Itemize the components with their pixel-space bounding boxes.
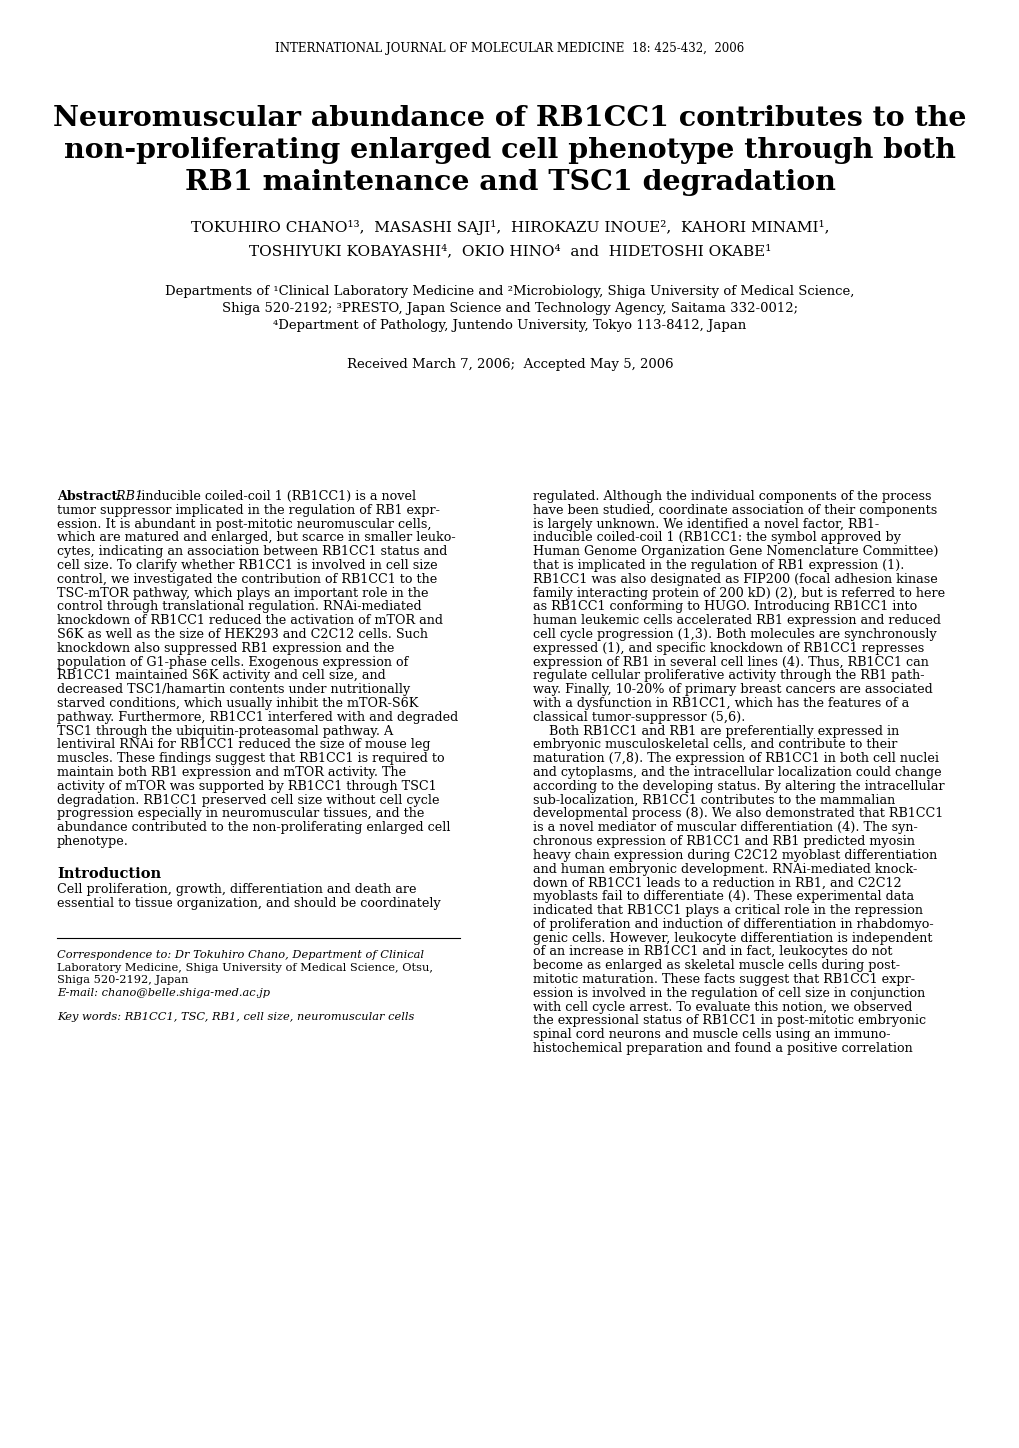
- Text: TSC1 through the ubiquitin-proteasomal pathway. A: TSC1 through the ubiquitin-proteasomal p…: [57, 724, 393, 737]
- Text: classical tumor-suppressor (5,6).: classical tumor-suppressor (5,6).: [533, 711, 745, 724]
- Text: -inducible coiled-coil 1 (RB1CC1) is a novel: -inducible coiled-coil 1 (RB1CC1) is a n…: [137, 489, 416, 502]
- Text: Human Genome Organization Gene Nomenclature Committee): Human Genome Organization Gene Nomenclat…: [533, 546, 937, 557]
- Text: human leukemic cells accelerated RB1 expression and reduced: human leukemic cells accelerated RB1 exp…: [533, 614, 941, 627]
- Text: according to the developing status. By altering the intracellular: according to the developing status. By a…: [533, 780, 944, 794]
- Text: lentiviral RNAi for RB1CC1 reduced the size of mouse leg: lentiviral RNAi for RB1CC1 reduced the s…: [57, 738, 430, 752]
- Text: Received March 7, 2006;  Accepted May 5, 2006: Received March 7, 2006; Accepted May 5, …: [346, 358, 673, 371]
- Text: Key words: RB1CC1, TSC, RB1, cell size, neuromuscular cells: Key words: RB1CC1, TSC, RB1, cell size, …: [57, 1012, 414, 1022]
- Text: cell size. To clarify whether RB1CC1 is involved in cell size: cell size. To clarify whether RB1CC1 is …: [57, 559, 437, 572]
- Text: Introduction: Introduction: [57, 867, 161, 880]
- Text: E-mail: chano@belle.shiga-med.ac.jp: E-mail: chano@belle.shiga-med.ac.jp: [57, 988, 270, 998]
- Text: indicated that RB1CC1 plays a critical role in the repression: indicated that RB1CC1 plays a critical r…: [533, 904, 922, 917]
- Text: RB1CC1 was also designated as FIP200 (focal adhesion kinase: RB1CC1 was also designated as FIP200 (fo…: [533, 573, 936, 586]
- Text: of an increase in RB1CC1 and in fact, leukocytes do not: of an increase in RB1CC1 and in fact, le…: [533, 946, 892, 959]
- Text: population of G1-phase cells. Exogenous expression of: population of G1-phase cells. Exogenous …: [57, 656, 408, 669]
- Text: ⁴Department of Pathology, Juntendo University, Tokyo 113-8412, Japan: ⁴Department of Pathology, Juntendo Unive…: [273, 319, 746, 332]
- Text: way. Finally, 10-20% of primary breast cancers are associated: way. Finally, 10-20% of primary breast c…: [533, 683, 931, 696]
- Text: of proliferation and induction of differentiation in rhabdomyo-: of proliferation and induction of differ…: [533, 918, 932, 931]
- Text: muscles. These findings suggest that RB1CC1 is required to: muscles. These findings suggest that RB1…: [57, 752, 444, 765]
- Text: mitotic maturation. These facts suggest that RB1CC1 expr-: mitotic maturation. These facts suggest …: [533, 973, 914, 986]
- Text: ession. It is abundant in post-mitotic neuromuscular cells,: ession. It is abundant in post-mitotic n…: [57, 517, 431, 530]
- Text: with cell cycle arrest. To evaluate this notion, we observed: with cell cycle arrest. To evaluate this…: [533, 1001, 911, 1014]
- Text: developmental process (8). We also demonstrated that RB1CC1: developmental process (8). We also demon…: [533, 808, 943, 821]
- Text: Abstract.: Abstract.: [57, 489, 121, 502]
- Text: with a dysfunction in RB1CC1, which has the features of a: with a dysfunction in RB1CC1, which has …: [533, 696, 908, 710]
- Text: RB1CC1 maintained S6K activity and cell size, and: RB1CC1 maintained S6K activity and cell …: [57, 669, 385, 682]
- Text: and cytoplasms, and the intracellular localization could change: and cytoplasms, and the intracellular lo…: [533, 766, 941, 779]
- Text: Correspondence to: Dr Tokuhiro Chano, Department of Clinical: Correspondence to: Dr Tokuhiro Chano, De…: [57, 950, 424, 960]
- Text: activity of mTOR was supported by RB1CC1 through TSC1: activity of mTOR was supported by RB1CC1…: [57, 780, 436, 794]
- Text: expressed (1), and specific knockdown of RB1CC1 represses: expressed (1), and specific knockdown of…: [533, 641, 923, 654]
- Text: Shiga 520-2192, Japan: Shiga 520-2192, Japan: [57, 976, 189, 986]
- Text: maturation (7,8). The expression of RB1CC1 in both cell nuclei: maturation (7,8). The expression of RB1C…: [533, 752, 938, 765]
- Text: RB1 maintenance and TSC1 degradation: RB1 maintenance and TSC1 degradation: [184, 169, 835, 195]
- Text: INTERNATIONAL JOURNAL OF MOLECULAR MEDICINE  18: 425-432,  2006: INTERNATIONAL JOURNAL OF MOLECULAR MEDIC…: [275, 42, 744, 55]
- Text: phenotype.: phenotype.: [57, 835, 128, 849]
- Text: is largely unknown. We identified a novel factor, RB1-: is largely unknown. We identified a nove…: [533, 517, 878, 530]
- Text: is a novel mediator of muscular differentiation (4). The syn-: is a novel mediator of muscular differen…: [533, 821, 917, 834]
- Text: heavy chain expression during C2C12 myoblast differentiation: heavy chain expression during C2C12 myob…: [533, 849, 936, 862]
- Text: cytes, indicating an association between RB1CC1 status and: cytes, indicating an association between…: [57, 546, 447, 557]
- Text: regulate cellular proliferative activity through the RB1 path-: regulate cellular proliferative activity…: [533, 669, 923, 682]
- Text: essential to tissue organization, and should be coordinately: essential to tissue organization, and sh…: [57, 896, 440, 909]
- Text: have been studied, coordinate association of their components: have been studied, coordinate associatio…: [533, 504, 936, 517]
- Text: chronous expression of RB1CC1 and RB1 predicted myosin: chronous expression of RB1CC1 and RB1 pr…: [533, 835, 914, 849]
- Text: maintain both RB1 expression and mTOR activity. The: maintain both RB1 expression and mTOR ac…: [57, 766, 406, 779]
- Text: Shiga 520-2192; ³PRESTO, Japan Science and Technology Agency, Saitama 332-0012;: Shiga 520-2192; ³PRESTO, Japan Science a…: [222, 303, 797, 316]
- Text: non-proliferating enlarged cell phenotype through both: non-proliferating enlarged cell phenotyp…: [64, 138, 955, 164]
- Text: embryonic musculoskeletal cells, and contribute to their: embryonic musculoskeletal cells, and con…: [533, 738, 897, 752]
- Text: Cell proliferation, growth, differentiation and death are: Cell proliferation, growth, differentiat…: [57, 883, 416, 896]
- Text: degradation. RB1CC1 preserved cell size without cell cycle: degradation. RB1CC1 preserved cell size …: [57, 794, 439, 807]
- Text: family interacting protein of 200 kD) (2), but is referred to here: family interacting protein of 200 kD) (2…: [533, 586, 945, 599]
- Text: control through translational regulation. RNAi-mediated: control through translational regulation…: [57, 601, 421, 614]
- Text: decreased TSC1/hamartin contents under nutritionally: decreased TSC1/hamartin contents under n…: [57, 683, 410, 696]
- Text: ession is involved in the regulation of cell size in conjunction: ession is involved in the regulation of …: [533, 986, 924, 999]
- Text: as RB1CC1 conforming to HUGO. Introducing RB1CC1 into: as RB1CC1 conforming to HUGO. Introducin…: [533, 601, 916, 614]
- Text: Both RB1CC1 and RB1 are preferentially expressed in: Both RB1CC1 and RB1 are preferentially e…: [533, 724, 899, 737]
- Text: Laboratory Medicine, Shiga University of Medical Science, Otsu,: Laboratory Medicine, Shiga University of…: [57, 963, 433, 973]
- Text: starved conditions, which usually inhibit the mTOR-S6K: starved conditions, which usually inhibi…: [57, 696, 418, 710]
- Text: spinal cord neurons and muscle cells using an immuno-: spinal cord neurons and muscle cells usi…: [533, 1028, 890, 1041]
- Text: down of RB1CC1 leads to a reduction in RB1, and C2C12: down of RB1CC1 leads to a reduction in R…: [533, 876, 901, 889]
- Text: abundance contributed to the non-proliferating enlarged cell: abundance contributed to the non-prolife…: [57, 821, 450, 834]
- Text: the expressional status of RB1CC1 in post-mitotic embryonic: the expressional status of RB1CC1 in pos…: [533, 1015, 925, 1028]
- Text: RB1: RB1: [112, 489, 143, 502]
- Text: knockdown of RB1CC1 reduced the activation of mTOR and: knockdown of RB1CC1 reduced the activati…: [57, 614, 442, 627]
- Text: regulated. Although the individual components of the process: regulated. Although the individual compo…: [533, 489, 930, 502]
- Text: pathway. Furthermore, RB1CC1 interfered with and degraded: pathway. Furthermore, RB1CC1 interfered …: [57, 711, 458, 724]
- Text: Departments of ¹Clinical Laboratory Medicine and ²Microbiology, Shiga University: Departments of ¹Clinical Laboratory Medi…: [165, 285, 854, 298]
- Text: TSC-mTOR pathway, which plays an important role in the: TSC-mTOR pathway, which plays an importa…: [57, 586, 428, 599]
- Text: sub-localization, RB1CC1 contributes to the mammalian: sub-localization, RB1CC1 contributes to …: [533, 794, 895, 807]
- Text: which are matured and enlarged, but scarce in smaller leuko-: which are matured and enlarged, but scar…: [57, 531, 455, 544]
- Text: tumor suppressor implicated in the regulation of RB1 expr-: tumor suppressor implicated in the regul…: [57, 504, 439, 517]
- Text: Neuromuscular abundance of RB1CC1 contributes to the: Neuromuscular abundance of RB1CC1 contri…: [53, 106, 966, 132]
- Text: S6K as well as the size of HEK293 and C2C12 cells. Such: S6K as well as the size of HEK293 and C2…: [57, 628, 428, 641]
- Text: knockdown also suppressed RB1 expression and the: knockdown also suppressed RB1 expression…: [57, 641, 394, 654]
- Text: genic cells. However, leukocyte differentiation is independent: genic cells. However, leukocyte differen…: [533, 931, 931, 944]
- Text: expression of RB1 in several cell lines (4). Thus, RB1CC1 can: expression of RB1 in several cell lines …: [533, 656, 928, 669]
- Text: histochemical preparation and found a positive correlation: histochemical preparation and found a po…: [533, 1043, 912, 1056]
- Text: cell cycle progression (1,3). Both molecules are synchronously: cell cycle progression (1,3). Both molec…: [533, 628, 935, 641]
- Text: TOKUHIRO CHANO¹³,  MASASHI SAJI¹,  HIROKAZU INOUE²,  KAHORI MINAMI¹,: TOKUHIRO CHANO¹³, MASASHI SAJI¹, HIROKAZ…: [191, 220, 828, 235]
- Text: become as enlarged as skeletal muscle cells during post-: become as enlarged as skeletal muscle ce…: [533, 959, 899, 972]
- Text: progression especially in neuromuscular tissues, and the: progression especially in neuromuscular …: [57, 808, 424, 821]
- Text: inducible coiled-coil 1 (RB1CC1: the symbol approved by: inducible coiled-coil 1 (RB1CC1: the sym…: [533, 531, 900, 544]
- Text: myoblasts fail to differentiate (4). These experimental data: myoblasts fail to differentiate (4). The…: [533, 891, 913, 904]
- Text: TOSHIYUKI KOBAYASHI⁴,  OKIO HINO⁴  and  HIDETOSHI OKABE¹: TOSHIYUKI KOBAYASHI⁴, OKIO HINO⁴ and HID…: [249, 245, 770, 258]
- Text: control, we investigated the contribution of RB1CC1 to the: control, we investigated the contributio…: [57, 573, 437, 586]
- Text: and human embryonic development. RNAi-mediated knock-: and human embryonic development. RNAi-me…: [533, 863, 916, 876]
- Text: that is implicated in the regulation of RB1 expression (1).: that is implicated in the regulation of …: [533, 559, 904, 572]
